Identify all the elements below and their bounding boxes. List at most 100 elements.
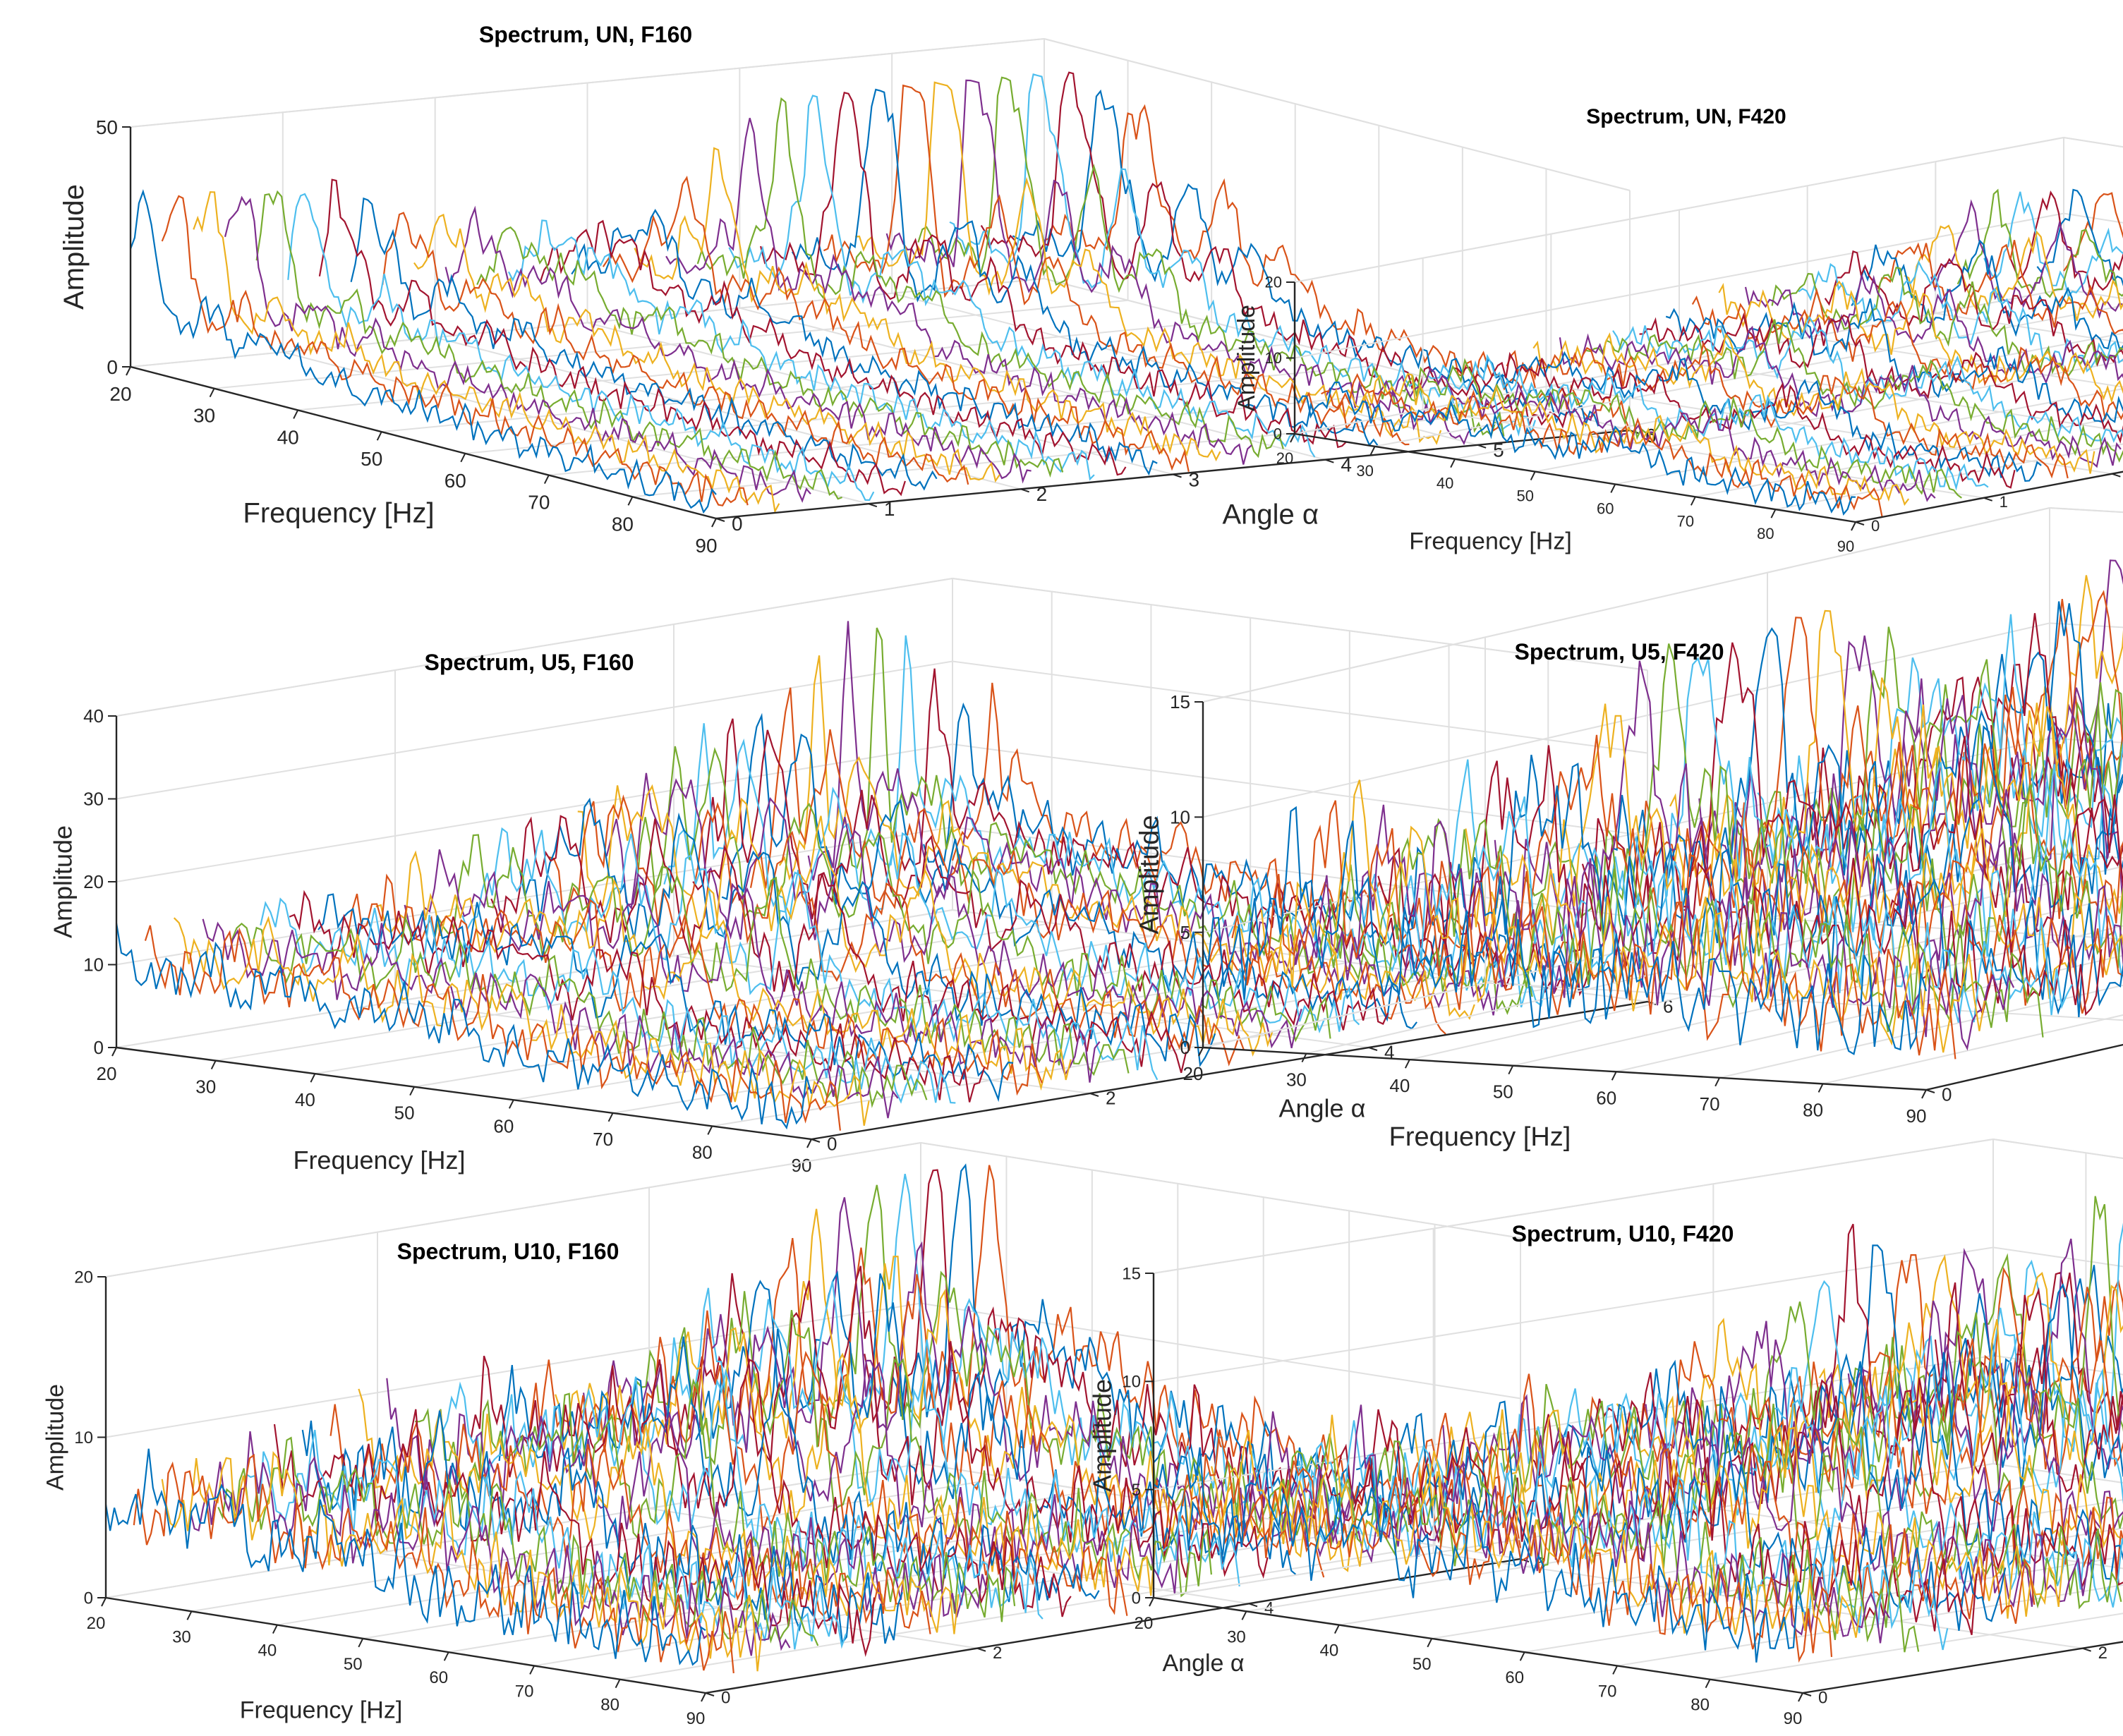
y-tick (811, 1139, 821, 1143)
x-tick-label: 90 (687, 1709, 706, 1728)
z-tick-label: 0 (1180, 1037, 1190, 1058)
y-axis (1802, 1641, 2123, 1694)
x-tick-label: 50 (361, 448, 382, 470)
z-axis-label: Amplitude (1088, 1379, 1117, 1492)
series-line (1347, 372, 1910, 506)
series-line (1581, 642, 2123, 956)
tick-labels: 20304050607080900246051015 (1122, 1264, 2107, 1728)
series-line (1744, 274, 2123, 384)
grid-line (1616, 1584, 2123, 1667)
y-tick (705, 1692, 715, 1696)
z-tick-label: 10 (74, 1428, 93, 1447)
x-tick-label: 30 (1356, 462, 1373, 480)
series-line (173, 916, 870, 1127)
series-line (1559, 325, 2122, 468)
series-line (260, 897, 956, 1104)
y-tick (976, 1647, 986, 1652)
x-tick (701, 1692, 706, 1702)
series-line (1442, 1394, 2093, 1608)
series-line (555, 1327, 1156, 1596)
series-line (723, 1237, 1325, 1578)
y-tick-label: 4 (1341, 454, 1352, 475)
x-tick-label: 70 (1700, 1093, 1720, 1115)
x-tick-label: 30 (172, 1627, 191, 1646)
x-tick-label: 20 (97, 1063, 117, 1084)
grid-line (712, 988, 1549, 1127)
series-lines (1153, 1196, 2123, 1663)
x-tick-label: 40 (277, 426, 299, 448)
x-axis-label: Frequency [Hz] (243, 498, 434, 529)
series-line (602, 176, 1190, 472)
series-line (605, 772, 1302, 1049)
x-tick (1798, 1692, 1803, 1702)
series-line (1786, 613, 2123, 870)
y-tick (1020, 488, 1029, 493)
series-line (1153, 1447, 1804, 1663)
series-line (1611, 627, 2123, 951)
series-line (1731, 1223, 2123, 1493)
series-line (202, 918, 899, 1119)
y-tick (868, 503, 878, 508)
series-line (1374, 367, 1936, 502)
grid-line (1807, 336, 2123, 388)
grid-line (1306, 866, 2123, 1055)
series-line (1586, 319, 2123, 463)
x-tick (1301, 1053, 1307, 1063)
x-axis-label: Frequency [Hz] (240, 1697, 403, 1724)
z-tick-label: 5 (1180, 922, 1190, 943)
series-line (224, 195, 811, 503)
x-tick (293, 409, 299, 419)
x-tick-label: 90 (792, 1155, 812, 1176)
series-line (1818, 1254, 2123, 1472)
x-tick-label: 40 (258, 1641, 277, 1661)
spectrum-plot-2: 2030405060708090012345601020Frequency [H… (1233, 105, 2123, 555)
chart-title: Spectrum, U10, F160 (397, 1239, 619, 1264)
x-tick-label: 70 (593, 1129, 613, 1150)
x-axis (1294, 432, 1856, 523)
series-line (287, 193, 875, 502)
x-tick (627, 496, 634, 506)
y-tick-label: 0 (1871, 517, 1880, 535)
series-line (318, 178, 906, 497)
chart-title: Spectrum, U5, F160 (425, 650, 634, 675)
axes (1152, 1273, 2123, 1694)
x-tick-label: 70 (1598, 1682, 1617, 1701)
x-tick (615, 1679, 621, 1689)
x-tick-label: 80 (600, 1696, 619, 1715)
z-tick-label: 15 (1170, 691, 1190, 712)
series-line (329, 1404, 931, 1634)
x-tick (1530, 471, 1536, 481)
x-tick (1921, 1089, 1927, 1099)
chart-title: Spectrum, UN, F420 (1586, 105, 1786, 128)
z-tick-label: 20 (1265, 274, 1282, 291)
x-tick-label: 20 (1183, 1063, 1204, 1084)
grid-line (1202, 622, 2123, 818)
x-tick-label: 70 (515, 1682, 534, 1701)
x-tick-label: 60 (1505, 1668, 1524, 1687)
x-tick-label: 90 (1784, 1709, 1803, 1728)
chart-title: Spectrum, U5, F420 (1515, 639, 1724, 664)
series-lines (1294, 188, 2123, 517)
grid-line (1551, 384, 2112, 475)
grid-line (1153, 1462, 2123, 1598)
series-line (193, 191, 780, 514)
series-line (1761, 1244, 2123, 1490)
series-line (1321, 372, 1883, 517)
x-tick-label: 30 (1286, 1069, 1307, 1091)
x-tick (101, 1597, 107, 1607)
x-tick-label: 60 (429, 1668, 448, 1687)
x-tick-label: 40 (1436, 475, 1453, 492)
z-tick-label: 5 (1132, 1481, 1141, 1500)
x-tick-label: 70 (528, 492, 550, 514)
series-line (1669, 609, 2123, 917)
x-tick (111, 1047, 117, 1057)
series-line (519, 797, 1216, 1067)
x-tick-label: 60 (1597, 499, 1614, 517)
z-tick-label: 40 (83, 705, 104, 727)
grid-line (587, 322, 1173, 475)
series-line (1956, 188, 2123, 298)
y-tick (1477, 444, 1487, 449)
x-tick-label: 40 (295, 1089, 315, 1110)
series-line (728, 95, 1316, 458)
